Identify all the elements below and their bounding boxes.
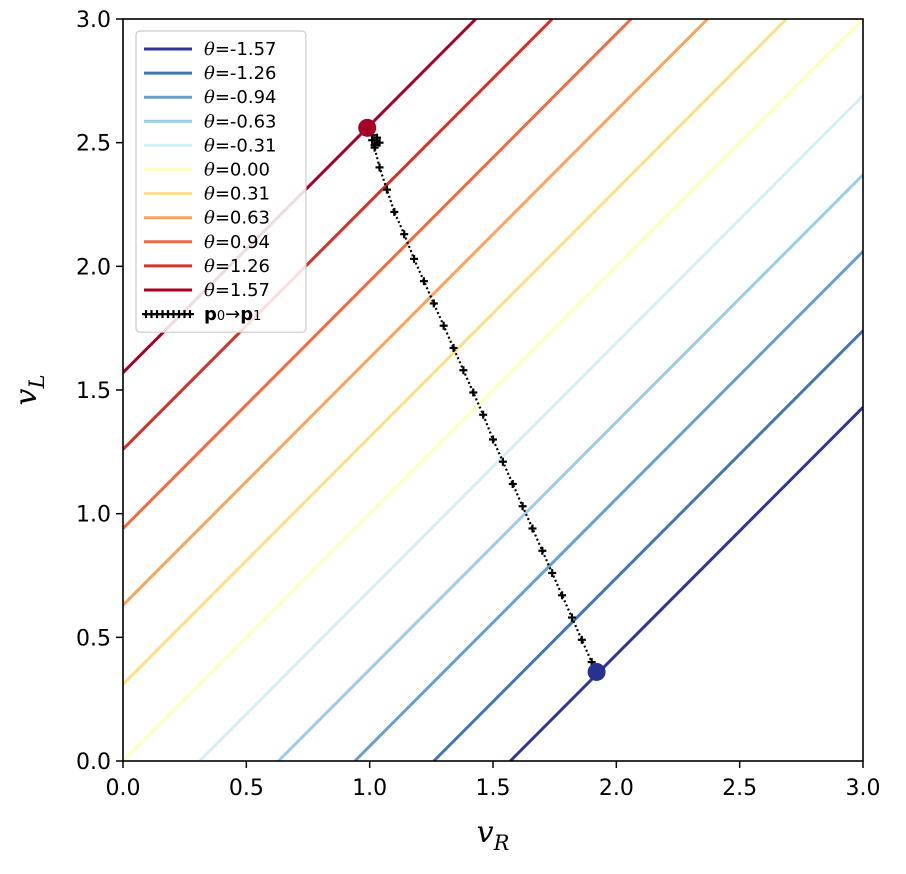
trajectory-marker-13 bbox=[469, 388, 478, 397]
trajectory-marker-11 bbox=[489, 435, 497, 444]
trajectory-marker-26 bbox=[370, 141, 379, 150]
trajectory-marker-3 bbox=[567, 613, 576, 622]
legend-label-8: θ=0.94 bbox=[204, 232, 270, 253]
legend-label-7: θ=0.63 bbox=[204, 208, 270, 229]
trajectory-marker-28 bbox=[373, 133, 382, 142]
y-axis-label: vL bbox=[9, 375, 49, 406]
trajectory-marker-21 bbox=[390, 207, 399, 216]
trajectory-marker-8 bbox=[518, 502, 527, 511]
trajectory-marker-7 bbox=[528, 524, 537, 533]
y-axis-label-main: v bbox=[9, 388, 44, 405]
y-tick-label-6: 3.0 bbox=[76, 8, 111, 33]
start-point-marker bbox=[587, 662, 606, 681]
trajectory-marker-2 bbox=[577, 635, 586, 644]
legend-label-0: θ=-1.57 bbox=[204, 39, 277, 60]
legend-label-5: θ=0.00 bbox=[204, 160, 270, 181]
y-tick-label-5: 2.5 bbox=[76, 132, 111, 157]
theta-line-0 bbox=[509, 406, 863, 761]
legend-label-4: θ=-0.31 bbox=[204, 135, 277, 156]
trajectory-marker-4 bbox=[558, 591, 567, 600]
trajectory-marker-15 bbox=[449, 343, 458, 352]
theta-line-5 bbox=[123, 19, 863, 761]
theta-line-2 bbox=[353, 250, 863, 761]
x-tick-label-1: 0.5 bbox=[229, 776, 264, 801]
legend: θ=-1.57 θ=-1.26 θ=-0.94 θ=-0.63 θ=-0.31 θ=0.0… bbox=[135, 30, 307, 333]
trajectory-marker-22 bbox=[382, 185, 391, 194]
y-tick-label-2: 1.0 bbox=[76, 503, 111, 528]
x-tick-label-0: 0.0 bbox=[106, 776, 141, 801]
trajectory-marker-5 bbox=[548, 569, 557, 578]
y-axis-label-sub: L bbox=[25, 375, 49, 390]
end-point-marker bbox=[358, 118, 377, 137]
theta-line-9 bbox=[123, 19, 554, 451]
legend-label-10: θ=1.57 bbox=[204, 280, 270, 301]
theta-line-6 bbox=[123, 19, 788, 686]
theta-line-4 bbox=[198, 94, 863, 761]
trajectory-line bbox=[371, 134, 598, 673]
x-tick-label-5: 2.5 bbox=[722, 776, 757, 801]
y-tick-label-3: 1.5 bbox=[76, 379, 111, 404]
trajectory-marker-23 bbox=[375, 163, 384, 172]
x-tick-label-2: 1.0 bbox=[352, 776, 387, 801]
trajectory-marker-10 bbox=[498, 457, 507, 466]
legend-label-1: θ=-1.26 bbox=[204, 63, 277, 84]
axis-ticks: 0.0 0.5 1.0 1.5 2.0 2.5 3.0 0.0 0.5 1.0 1.5 2.0 2.5 3… bbox=[76, 8, 881, 801]
theta-line-8 bbox=[123, 19, 633, 530]
theta-line-1 bbox=[432, 329, 863, 761]
x-tick-label-6: 3.0 bbox=[846, 776, 881, 801]
trajectory-path bbox=[358, 118, 606, 681]
legend-swatch-path bbox=[142, 310, 194, 319]
theta-line-7 bbox=[123, 19, 709, 607]
x-tick-label-3: 1.5 bbox=[476, 776, 511, 801]
trajectory-marker-19 bbox=[410, 254, 419, 263]
theta-line-3 bbox=[277, 173, 863, 761]
x-axis-label-sub: R bbox=[493, 831, 510, 855]
legend-label-9: θ=1.26 bbox=[204, 256, 270, 277]
trajectory-marker-14 bbox=[459, 366, 468, 375]
y-tick-label-0: 0.0 bbox=[76, 750, 111, 775]
trajectory-marker-27 bbox=[375, 138, 384, 147]
trajectory-marker-18 bbox=[419, 277, 428, 286]
legend-label-3: θ=-0.63 bbox=[204, 111, 277, 132]
legend-label-path: p0→p1 bbox=[204, 304, 261, 325]
trajectory-marker-9 bbox=[508, 479, 517, 488]
legend-label-6: θ=0.31 bbox=[204, 184, 270, 205]
legend-label-2: θ=-0.94 bbox=[204, 87, 277, 108]
x-axis-label-main: v bbox=[477, 815, 494, 850]
trajectory-marker-16 bbox=[439, 321, 448, 330]
trajectory-marker-17 bbox=[429, 299, 438, 308]
x-tick-label-4: 2.0 bbox=[599, 776, 634, 801]
x-axis-label: vR bbox=[477, 815, 510, 855]
y-tick-label-1: 0.5 bbox=[76, 626, 111, 651]
y-tick-label-4: 2.0 bbox=[76, 255, 111, 280]
legend-frame bbox=[135, 30, 307, 333]
trajectory-marker-6 bbox=[538, 546, 547, 555]
trajectory-marker-20 bbox=[400, 230, 409, 239]
trajectory-marker-12 bbox=[479, 410, 488, 419]
